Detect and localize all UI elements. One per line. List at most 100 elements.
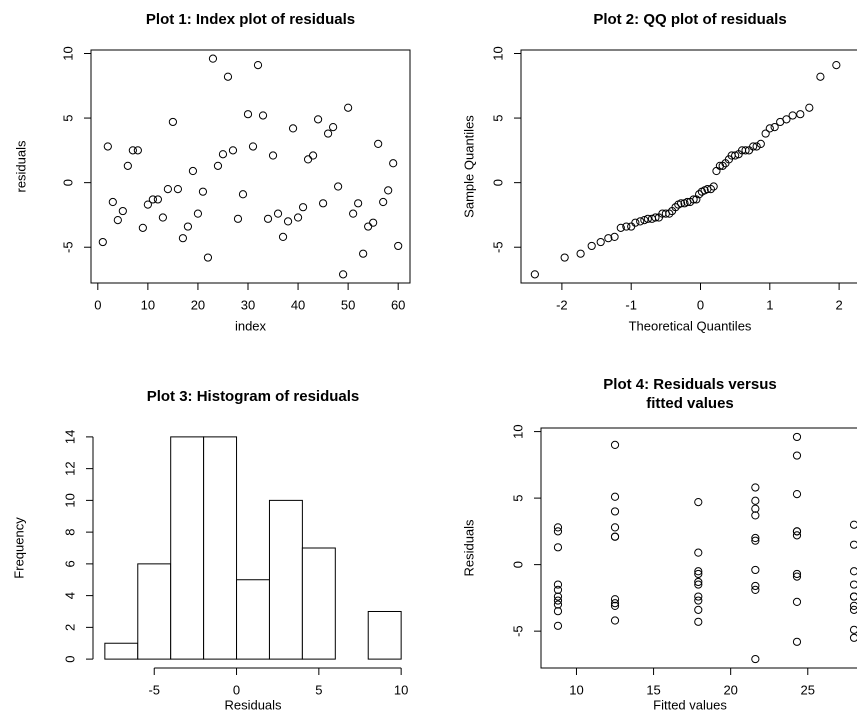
point [849,625,857,634]
x-tick-label: 0 [233,682,240,697]
x-tick-label: 10 [394,682,408,697]
y-tick-label: 5 [60,114,75,121]
point [709,182,718,191]
y-tick-label: 14 [62,430,77,444]
y-tick-label: 10 [60,46,75,60]
bar [137,563,172,660]
point [98,237,107,247]
point [394,241,403,251]
bar [301,547,336,660]
point [113,216,122,225]
point [158,213,167,222]
point [223,72,233,81]
point [278,232,288,241]
point [339,270,348,279]
point [751,581,760,591]
point [792,637,802,646]
point [610,616,620,625]
bar [268,499,303,660]
point [749,142,758,151]
point [379,197,388,207]
point [849,633,857,642]
point [622,222,631,231]
point [344,103,353,112]
point [178,234,188,243]
point [208,54,218,63]
y-tick-label: -5 [510,625,525,637]
point [213,161,223,170]
point [198,187,208,196]
point [576,249,585,258]
point [318,199,328,208]
point [627,222,636,231]
bar [170,436,205,660]
point [849,592,857,601]
y-axis-label: Frequency [11,517,26,579]
point [751,533,760,543]
point [636,217,645,226]
point [374,139,383,148]
point [689,195,698,204]
point [610,532,620,541]
y-tick-label: 0 [62,655,77,662]
chart-title: fitted values [646,395,734,412]
chart-title: Plot 1: Index plot of residuals [146,11,355,28]
point [751,504,760,513]
point [203,253,213,262]
y-axis-label: residuals [13,140,28,193]
y-tick-label: 6 [62,560,77,567]
panel: Plot 4: Residuals versus fitted values Fit… [461,376,857,712]
point [313,115,323,124]
chart-title: Plot 4: Residuals versus [603,376,776,393]
panel: Plot 1: Index plot of residuals index resi… [13,11,411,333]
y-tick-label: 10 [510,424,525,438]
point [694,569,703,579]
y-tick-label: 0 [490,179,505,186]
point [849,580,857,589]
point [168,117,178,127]
x-tick-label: 30 [241,297,255,312]
point [610,507,620,516]
y-tick-label: 5 [490,114,505,121]
point [553,621,563,630]
point [756,139,765,148]
point [553,592,563,601]
point [770,123,779,132]
point [741,146,750,155]
point [610,232,619,241]
point [103,142,112,151]
point [694,596,703,605]
point [238,190,248,199]
point [616,223,625,232]
point [553,600,563,609]
x-tick-label: 25 [801,682,815,697]
point [604,234,613,243]
point [694,567,703,576]
point [610,492,620,501]
panel: Plot 3: Histogram of residuals Residuals F… [11,388,408,712]
point [651,213,660,222]
point [849,520,857,529]
point [354,199,363,208]
point [349,209,358,218]
x-tick-label: -2 [556,297,568,312]
y-tick-label: 10 [62,493,77,507]
point [671,203,680,212]
x-tick-label: 50 [341,297,355,312]
y-tick-label: -5 [490,241,505,253]
point [792,451,802,460]
point [359,249,368,258]
x-tick-label: 0 [697,297,704,312]
x-tick-label: 60 [391,297,405,312]
x-tick-label: 1 [766,297,773,312]
point [796,110,805,119]
point [751,585,760,595]
point [816,72,825,81]
point [665,209,674,218]
point [188,166,198,176]
point [849,567,857,576]
point [143,200,152,209]
point [694,577,703,587]
x-tick-label: 0 [94,297,101,312]
point [298,203,308,212]
